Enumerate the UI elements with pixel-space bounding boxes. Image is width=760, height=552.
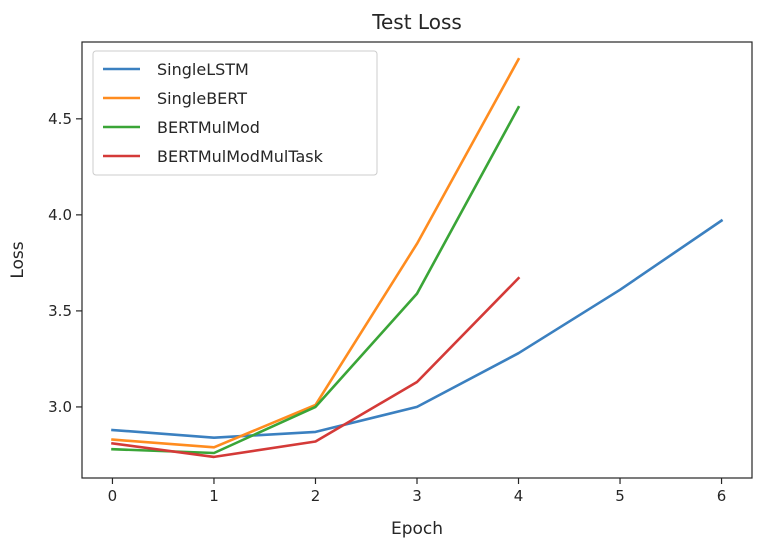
- legend: SingleLSTM SingleBERT BERTMulMod BERTMulMod…: [92, 50, 378, 176]
- x-tick-label: 0: [108, 487, 118, 505]
- legend-label: SingleLSTM: [157, 60, 249, 79]
- legend-item: BERTMulModMulTask: [103, 147, 324, 166]
- y-tick-label: 4.5: [48, 110, 72, 128]
- legend-item: BERTMulMod: [103, 118, 260, 137]
- y-axis-ticks: 3.0 3.5 4.0 4.5: [48, 110, 82, 416]
- y-tick-label: 3.5: [48, 302, 72, 320]
- x-axis-label: Epoch: [391, 519, 443, 539]
- x-axis-ticks: 0 1 2 3 4 5 6: [108, 478, 727, 505]
- series-line-singlelstm: [111, 218, 724, 440]
- x-tick-label: 6: [717, 487, 727, 505]
- y-tick-label: 3.0: [48, 398, 72, 416]
- x-tick-label: 2: [311, 487, 321, 505]
- legend-label: BERTMulMod: [157, 118, 260, 137]
- x-tick-label: 4: [514, 487, 524, 505]
- legend-box: [92, 50, 378, 176]
- x-tick-label: 1: [209, 487, 219, 505]
- x-tick-label: 3: [412, 487, 422, 505]
- chart-title: Test Loss: [371, 10, 462, 34]
- series-line-bertmulmodmultask: [111, 276, 521, 459]
- legend-item: SingleLSTM: [103, 60, 249, 79]
- legend-item: SingleBERT: [103, 89, 247, 108]
- legend-label: BERTMulModMulTask: [157, 147, 324, 166]
- y-tick-label: 4.0: [48, 206, 72, 224]
- x-tick-label: 5: [615, 487, 625, 505]
- series-lines: [111, 57, 724, 459]
- y-axis-label: Loss: [8, 241, 28, 278]
- plot-area: [111, 57, 724, 459]
- legend-label: SingleBERT: [157, 89, 247, 108]
